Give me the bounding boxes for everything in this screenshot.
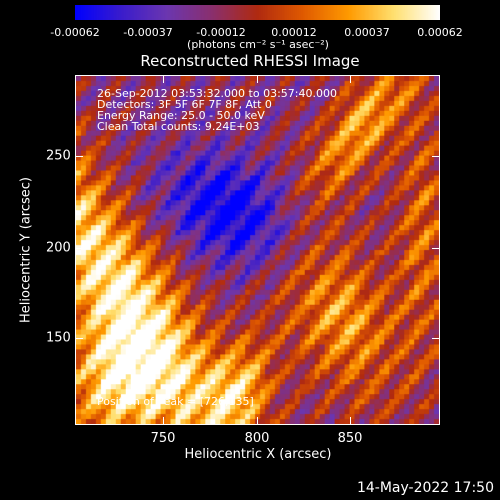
colorbar-tick-label: 0.00062 bbox=[417, 26, 463, 39]
y-tick-label: 200 bbox=[46, 240, 71, 256]
colorbar-tick-label: 0.00012 bbox=[271, 26, 317, 39]
y-tick-mark bbox=[432, 248, 440, 249]
x-tick-mark bbox=[257, 75, 258, 83]
colorbar-tick-label: -0.00012 bbox=[196, 26, 246, 39]
y-tick-label: 250 bbox=[46, 148, 71, 164]
total-counts-text: Clean Total counts: 9.24E+03 bbox=[97, 120, 260, 133]
x-axis-label: Heliocentric X (arcsec) bbox=[184, 447, 332, 462]
x-tick-label: 850 bbox=[337, 431, 363, 446]
plot-timestamp: 14-May-2022 17:50 bbox=[356, 480, 494, 496]
x-tick-label: 800 bbox=[244, 431, 270, 446]
x-tick-mark bbox=[257, 417, 258, 425]
colorbar-tick-label: -0.00037 bbox=[123, 26, 173, 39]
y-tick-mark bbox=[75, 338, 83, 339]
detectors-text: Detectors: 3F 5F 6F 7F 8F, Att 0 bbox=[97, 98, 272, 111]
y-tick-mark bbox=[75, 248, 83, 249]
y-tick-mark bbox=[75, 156, 83, 157]
y-tick-mark bbox=[432, 338, 440, 339]
colorbar-tick-label: -0.00062 bbox=[50, 26, 100, 39]
x-tick-label: 750 bbox=[150, 431, 176, 446]
time-range-text: 26-Sep-2012 03:53:32.000 to 03:57:40.000 bbox=[97, 87, 337, 100]
x-tick-mark bbox=[350, 417, 351, 425]
colorbar-units-label: (photons cm⁻² s⁻¹ asec⁻²) bbox=[187, 38, 329, 51]
x-tick-mark bbox=[163, 417, 164, 425]
heatmap-image bbox=[76, 76, 439, 424]
x-tick-mark bbox=[163, 75, 164, 83]
y-tick-mark bbox=[432, 156, 440, 157]
x-tick-mark bbox=[350, 75, 351, 83]
plot-area: 26-Sep-2012 03:53:32.000 to 03:57:40.000… bbox=[75, 75, 440, 425]
plot-title: Reconstructed RHESSI Image bbox=[140, 52, 360, 70]
colorbar-tick-label: 0.00037 bbox=[344, 26, 390, 39]
energy-range-text: Energy Range: 25.0 - 50.0 keV bbox=[97, 109, 265, 122]
y-axis-label: Heliocentric Y (arcsec) bbox=[18, 177, 34, 323]
peak-position-text: Position of Peak = [726,135] bbox=[97, 395, 254, 408]
y-tick-label: 150 bbox=[46, 330, 71, 346]
colorbar bbox=[75, 5, 440, 20]
